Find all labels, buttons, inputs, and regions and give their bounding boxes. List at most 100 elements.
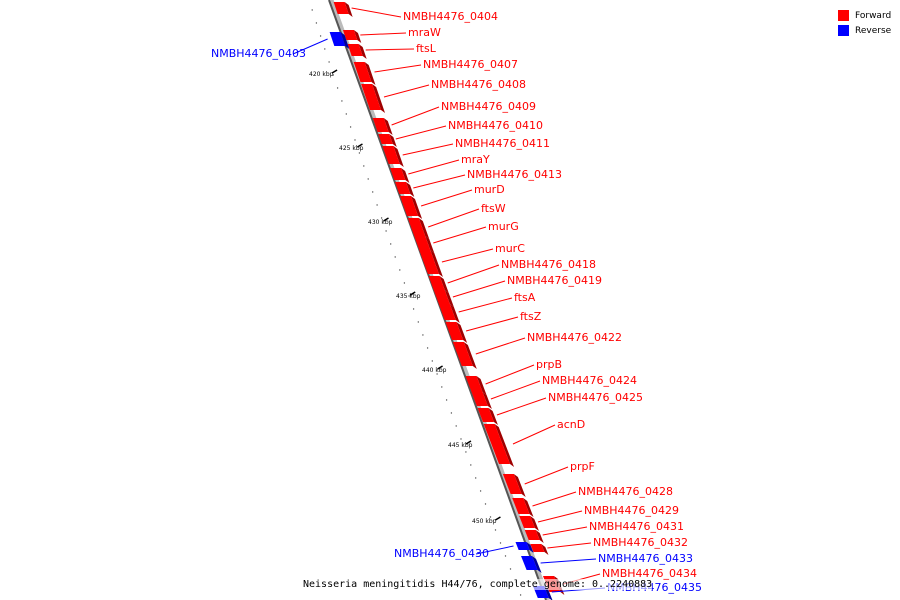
gene-label: NMBH4476_0433: [598, 552, 693, 565]
tick-mark: [437, 365, 443, 370]
tick-dot: [450, 412, 453, 414]
gene-connector: [365, 48, 415, 51]
gene-label: prpF: [570, 460, 595, 473]
gene-label: acnD: [557, 418, 585, 431]
gene-label: murD: [474, 183, 505, 196]
gene-block-shadow: [393, 146, 404, 167]
tick-dot: [385, 230, 387, 232]
tick-dot: [311, 9, 313, 11]
tick-label: 440 kbp: [422, 367, 447, 374]
gene-connector: [512, 424, 556, 445]
tick-label: 420 kbp: [309, 71, 334, 78]
tick-dot: [494, 529, 497, 531]
gene-block: [407, 218, 426, 236]
gene-block-shadow: [463, 342, 477, 369]
gene-connector: [413, 174, 466, 189]
gene-connector: [547, 542, 592, 549]
tick-dot: [436, 373, 438, 375]
gene-connector: [408, 159, 460, 175]
gene-block-shadow: [476, 376, 487, 395]
gene-connector: [391, 106, 440, 126]
gene-block-shadow: [523, 498, 534, 517]
gene-block: [342, 30, 358, 40]
gene-block-shadow: [372, 84, 386, 113]
tick-dot: [412, 308, 415, 310]
gene-label: NMBH4476_0404: [403, 10, 498, 23]
tick-dot: [417, 321, 419, 323]
tick-dot: [324, 48, 326, 50]
gene-label: ftsL: [416, 42, 437, 55]
gene-connector: [383, 84, 430, 98]
reverse-swatch: [838, 25, 849, 36]
gene-block-shadow: [482, 392, 492, 409]
gene-block: [530, 544, 545, 552]
tick-dot: [489, 516, 492, 518]
gene-label: murG: [488, 220, 519, 233]
gene-label: mraY: [461, 153, 490, 166]
gene-label: NMBH4476_0430: [394, 547, 489, 560]
tick-dot: [408, 295, 410, 297]
gene-block-shadow: [389, 134, 397, 147]
gene-block: [483, 424, 511, 464]
gene-connector: [402, 143, 454, 156]
gene-connector: [351, 7, 402, 18]
gene-connector: [395, 125, 447, 140]
tick-dot: [504, 555, 507, 557]
gene-block-shadow: [439, 276, 449, 293]
gene-label: NMBH4476_0422: [527, 331, 622, 344]
gene-connector: [360, 32, 407, 36]
gene-block: [428, 276, 445, 290]
gene-label: NMBH4476_0403: [211, 47, 306, 60]
gene-block: [372, 118, 389, 132]
gene-block-shadow: [456, 322, 468, 343]
tick-dot: [328, 61, 330, 63]
gene-label: ftsA: [514, 291, 536, 304]
gene-block-shadow: [353, 30, 362, 43]
tick-dot: [399, 269, 401, 271]
tick-dot: [509, 568, 512, 570]
gene-connector: [428, 208, 480, 228]
gene-block: [361, 84, 382, 110]
tick-dot: [354, 139, 356, 141]
tick-dot: [455, 425, 457, 427]
tick-dot: [431, 360, 433, 362]
gene-block: [395, 182, 411, 194]
tick-label: 445 kbp: [448, 442, 473, 449]
gene-connector: [374, 64, 422, 73]
tick-mark: [495, 516, 501, 521]
tick-label: 435 kbp: [396, 293, 421, 300]
tick-dot: [372, 191, 374, 193]
gene-block: [465, 376, 483, 392]
gene-label: NMBH4476_0413: [467, 168, 562, 181]
tick-marks: 420 kbp 425 kbp 430 kbp 435 kbp 440 kbp 445 k…: [309, 69, 501, 525]
gene-block-shadow: [526, 542, 534, 553]
tick-dot: [445, 399, 448, 401]
gene-label: ftsZ: [520, 310, 542, 323]
gene-block: [382, 146, 400, 164]
tick-dot: [319, 35, 322, 37]
tick-mark: [383, 217, 389, 222]
gene-label: NMBH4476_0432: [593, 536, 688, 549]
gene-connector: [537, 510, 583, 523]
tick-dot: [341, 100, 343, 102]
forward-swatch: [838, 10, 849, 21]
tick-dot: [332, 74, 334, 76]
gene-block-shadow: [418, 218, 430, 239]
gene-block: [512, 498, 530, 514]
tick-dot: [519, 594, 522, 596]
gene-connector: [475, 337, 526, 355]
gene-block: [519, 516, 535, 528]
tick-dot: [380, 217, 383, 219]
gene-block-shadow: [444, 290, 454, 307]
gene-connector: [532, 491, 577, 507]
gene-label: NMBH4476_0428: [578, 485, 673, 498]
gene-connector: [490, 380, 541, 400]
gene-connector: [542, 526, 588, 536]
gene-block-shadow: [425, 236, 435, 253]
gene-connector: [496, 397, 547, 416]
gene-block-shadow: [406, 182, 415, 197]
gene-block: [438, 304, 456, 320]
gene-label: NMBH4476_0419: [507, 274, 602, 287]
gene-block-shadow: [383, 118, 393, 135]
legend-label-reverse: Reverse: [855, 25, 892, 36]
